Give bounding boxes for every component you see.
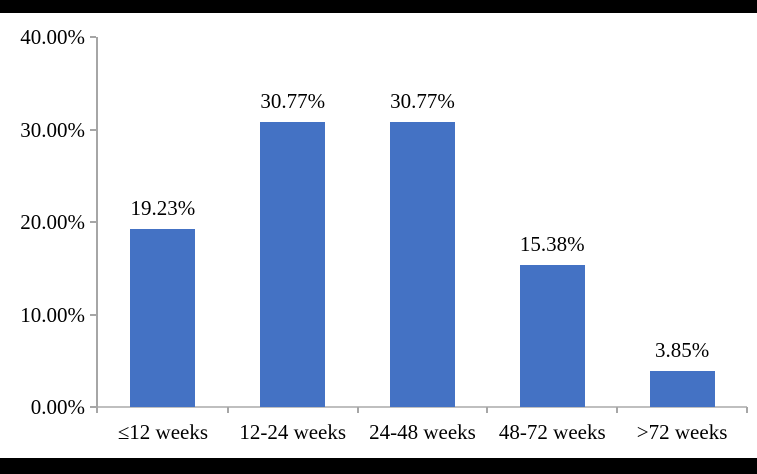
y-axis-tick-label: 10.00% xyxy=(20,302,85,327)
x-axis-category-label: 48-72 weeks xyxy=(498,420,606,444)
x-axis-tick xyxy=(616,407,619,413)
bar-value-label: 30.77% xyxy=(390,89,455,114)
bottom-letterbox-bar xyxy=(0,458,757,474)
bar-value-label: 3.85% xyxy=(654,338,710,363)
y-axis-tick xyxy=(90,36,96,38)
top-letterbox-bar xyxy=(0,0,757,13)
y-axis-tick-label: 0.00% xyxy=(30,395,85,419)
x-axis-tick xyxy=(746,407,748,413)
x-axis-tick xyxy=(226,407,229,413)
x-axis-line xyxy=(98,406,747,408)
x-axis-category-label: ≤12 weeks xyxy=(117,420,209,444)
y-axis-tick-label: 40.00% xyxy=(20,25,85,49)
y-axis-tick xyxy=(90,128,96,131)
bar xyxy=(260,122,326,407)
bar xyxy=(649,371,715,407)
x-axis-category-label: 24-48 weeks xyxy=(369,420,476,444)
y-axis-tick xyxy=(90,406,96,408)
y-axis-tick-label: 20.00% xyxy=(20,210,85,234)
bar xyxy=(390,122,455,407)
y-axis-tick xyxy=(90,313,96,316)
x-axis-tick xyxy=(486,407,489,413)
x-axis-tick xyxy=(356,407,359,413)
bar-value-label: 19.23% xyxy=(130,196,196,221)
bar xyxy=(130,229,196,407)
bar xyxy=(519,264,585,407)
y-axis-tick xyxy=(90,221,96,223)
y-axis-line xyxy=(96,37,98,413)
y-axis-tick-label: 30.00% xyxy=(20,117,85,142)
bar-value-label: 30.77% xyxy=(260,89,326,114)
bar-value-label: 15.38% xyxy=(519,231,585,256)
x-axis-category-label: 12-24 weeks xyxy=(239,420,347,444)
x-axis-category-label: >72 weeks xyxy=(636,420,728,444)
